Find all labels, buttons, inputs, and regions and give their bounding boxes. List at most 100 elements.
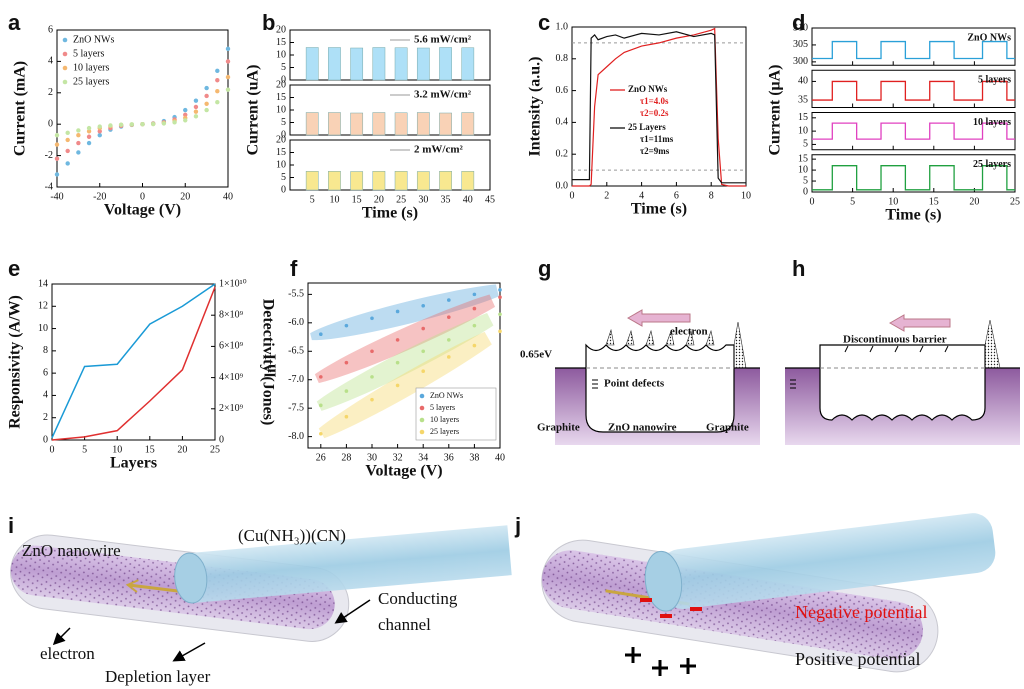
data-point	[97, 132, 102, 138]
bar	[372, 112, 386, 136]
bar	[461, 112, 475, 136]
bar	[394, 171, 408, 191]
data-point	[65, 137, 70, 143]
panel-label: a	[8, 10, 21, 35]
label: Graphite	[706, 422, 749, 434]
x-tick-label: 0	[570, 190, 575, 201]
y-tick-label: 15	[276, 37, 286, 48]
y-tick-label: 5	[803, 139, 808, 150]
defect-marks	[790, 379, 796, 389]
data-point	[447, 298, 451, 302]
bar	[305, 112, 319, 136]
data-point	[193, 114, 199, 119]
y2-axis-label: Detectivity (Jones)	[259, 299, 276, 426]
data-point	[447, 315, 451, 319]
panel-label: h	[792, 256, 805, 281]
x-tick-label: 10	[888, 196, 898, 207]
x-tick-label: 6	[674, 190, 679, 201]
x-tick-label: 20	[177, 444, 187, 455]
label: (Cu(NH₃))(CN)	[238, 526, 346, 545]
legend-label: 5 layers	[73, 48, 104, 59]
label: Positive potential	[795, 649, 921, 669]
legend-label: 5.6 mW/cm²	[414, 34, 472, 46]
y-tick-label: -6.5	[288, 346, 304, 357]
nanowire-well	[819, 344, 986, 421]
bar	[439, 171, 452, 191]
data-point	[498, 295, 502, 300]
data-point	[498, 288, 502, 292]
data-point	[421, 369, 426, 373]
x-tick-label: -20	[93, 191, 106, 202]
band-diagram-h: h Discontinuous barrier	[785, 256, 1020, 445]
bar	[439, 47, 452, 81]
data-point	[54, 156, 60, 161]
legend-label: ZnO NWs	[430, 391, 463, 400]
annotation: τ1=11ms	[640, 134, 674, 144]
bar	[305, 171, 319, 191]
x-tick-label: -40	[50, 191, 63, 202]
data-point	[54, 132, 60, 138]
y-tick-label: -7.5	[288, 402, 304, 413]
legend-marker	[62, 37, 68, 43]
data-point	[76, 140, 81, 146]
x-tick-label: 25	[396, 194, 406, 205]
y-tick-label: 15	[276, 92, 286, 103]
y-tick-label: 5	[803, 175, 808, 186]
data-line	[812, 122, 1015, 140]
x-tick-label: 15	[352, 194, 362, 205]
y-axis-label: Intensity (a.u.)	[527, 56, 544, 156]
x-tick-label: 20	[969, 196, 979, 207]
legend-label: 2 mW/cm²	[414, 144, 464, 156]
data-point	[319, 332, 323, 337]
label: Conducting	[378, 589, 458, 608]
data-point	[54, 142, 60, 147]
bar	[350, 171, 364, 191]
y-tick-label: 10	[38, 323, 48, 334]
data-point	[215, 68, 220, 74]
data-point	[225, 74, 231, 80]
y-tick-label: 0.6	[556, 85, 569, 96]
bar	[350, 47, 364, 81]
label: electron	[670, 326, 708, 338]
data-point	[204, 93, 209, 99]
y-tick-label: 6	[48, 24, 53, 35]
negative-charge	[640, 598, 652, 602]
x-tick-label: 40	[463, 194, 473, 205]
data-line	[51, 283, 216, 439]
y-tick-label: 12	[38, 301, 48, 312]
data-point	[65, 161, 70, 166]
data-point	[215, 100, 220, 105]
data-line	[572, 31, 746, 184]
series-band	[306, 322, 515, 443]
panel-label: i	[8, 513, 14, 538]
data-line	[812, 165, 1015, 191]
negative-charge	[690, 607, 702, 611]
label: Point defects	[604, 378, 665, 390]
data-point	[54, 172, 60, 177]
series-band	[306, 306, 515, 414]
y-tick-label: 0	[281, 129, 286, 140]
data-point	[319, 431, 323, 436]
y-tick-label: 8	[43, 345, 48, 356]
x-tick-label: 45	[485, 194, 495, 205]
y-tick-label: 20	[276, 79, 286, 90]
y-tick-label: 15	[798, 153, 808, 164]
plot-frame	[51, 283, 216, 441]
x-tick-label: 32	[393, 452, 403, 463]
tunneling-region	[984, 319, 1001, 369]
y-tick-label: 4	[48, 56, 53, 67]
label: electron	[40, 644, 95, 663]
legend-box	[415, 387, 497, 441]
data-point	[319, 375, 323, 379]
y-tick-label: 305	[793, 39, 808, 50]
y-tick-label: 5	[281, 117, 286, 128]
x-tick-label: 36	[444, 452, 454, 463]
x-axis-label: Layers	[110, 455, 157, 472]
x-axis-label: Voltage (V)	[104, 202, 181, 219]
data-point	[108, 123, 113, 128]
bar	[416, 47, 430, 81]
legend-marker	[62, 51, 68, 57]
series-label: ZnO NWs	[967, 32, 1011, 43]
plot-frame	[571, 26, 747, 187]
legend-label: ZnO NWs	[73, 34, 114, 45]
